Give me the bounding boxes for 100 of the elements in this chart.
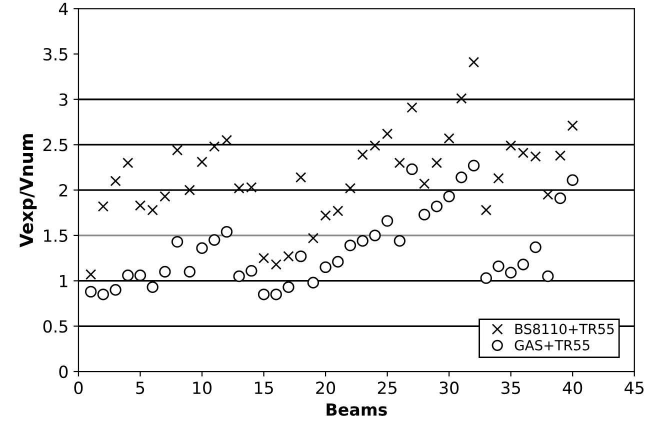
x-axis-title: Beams — [326, 403, 387, 416]
x-tick-label: 40 — [562, 382, 582, 394]
point — [320, 210, 331, 221]
point — [332, 256, 344, 268]
x-tick-label: 30 — [440, 382, 459, 394]
point — [160, 191, 170, 202]
point — [370, 140, 380, 151]
point — [332, 206, 344, 216]
point — [146, 281, 158, 293]
point — [517, 258, 530, 270]
point — [122, 270, 134, 282]
point — [134, 200, 146, 211]
point — [184, 184, 196, 196]
x-tick-label: 10 — [193, 382, 212, 394]
point — [505, 266, 517, 278]
point — [554, 150, 566, 161]
point — [356, 235, 368, 247]
point — [430, 200, 443, 212]
x-tick-label: 25 — [378, 382, 396, 394]
point — [98, 201, 109, 212]
point — [246, 264, 258, 277]
point — [258, 252, 270, 264]
legend-label: BS8110+TR55 — [515, 324, 614, 334]
point — [134, 270, 146, 282]
point — [159, 266, 171, 278]
point — [110, 284, 122, 296]
x-tick-label: 5 — [136, 382, 144, 394]
point — [444, 133, 454, 144]
point — [443, 190, 455, 202]
x-tick-label: 45 — [624, 382, 644, 394]
legend-label: GAS+TR55 — [514, 340, 590, 350]
point — [530, 241, 542, 254]
point — [567, 120, 578, 132]
x-tick-label: 20 — [316, 382, 336, 394]
point — [220, 226, 233, 238]
point — [97, 288, 110, 300]
point — [530, 151, 541, 162]
y-axis-title: Vexp/Vnum — [20, 134, 37, 248]
point — [394, 235, 406, 247]
point — [542, 270, 554, 282]
point — [369, 230, 381, 242]
point — [456, 93, 467, 104]
point — [209, 141, 220, 152]
point — [431, 158, 442, 168]
y-tick-label: 2.5 — [43, 138, 68, 152]
x-tick-label: 35 — [502, 382, 520, 394]
point — [282, 281, 294, 293]
point — [480, 204, 492, 216]
point — [468, 56, 480, 68]
point — [382, 128, 393, 140]
point — [84, 286, 97, 298]
point — [468, 160, 480, 172]
point — [344, 240, 356, 252]
point — [518, 148, 529, 158]
point — [307, 276, 320, 288]
y-tick-label: 4 — [58, 2, 68, 15]
point — [381, 215, 394, 227]
point — [394, 158, 406, 168]
point — [294, 250, 307, 262]
point — [554, 192, 566, 204]
point — [171, 236, 184, 248]
point — [456, 172, 468, 184]
point — [283, 250, 294, 262]
point — [110, 176, 121, 186]
point — [308, 232, 319, 244]
point — [320, 261, 332, 274]
point — [344, 182, 356, 194]
point — [270, 259, 282, 270]
point — [542, 189, 554, 200]
point — [505, 140, 516, 151]
point — [357, 149, 368, 160]
point — [270, 288, 282, 300]
point — [493, 172, 504, 184]
y-tick-label: 1 — [60, 274, 68, 288]
y-tick-label: 0.5 — [43, 320, 68, 333]
point — [147, 204, 158, 216]
point — [258, 288, 270, 300]
point — [208, 234, 220, 246]
y-tick-label: 2 — [59, 184, 68, 196]
point — [233, 270, 245, 282]
point — [406, 102, 418, 113]
point — [492, 260, 504, 272]
point — [122, 158, 134, 168]
y-tick-label: 0 — [59, 365, 68, 378]
y-tick-label: 1.5 — [44, 230, 68, 242]
x-tick-label: 15 — [255, 382, 273, 394]
point — [172, 144, 183, 156]
y-tick-label: 3.5 — [44, 48, 68, 61]
point — [480, 272, 492, 284]
point — [196, 242, 208, 254]
point — [406, 163, 418, 176]
point — [85, 269, 96, 280]
y-tick-label: 3 — [59, 93, 68, 106]
point — [184, 266, 196, 278]
x-tick-label: 0 — [74, 382, 83, 394]
point — [418, 208, 430, 220]
point — [566, 174, 578, 186]
point — [196, 156, 208, 168]
point — [295, 172, 306, 183]
point — [419, 178, 430, 190]
